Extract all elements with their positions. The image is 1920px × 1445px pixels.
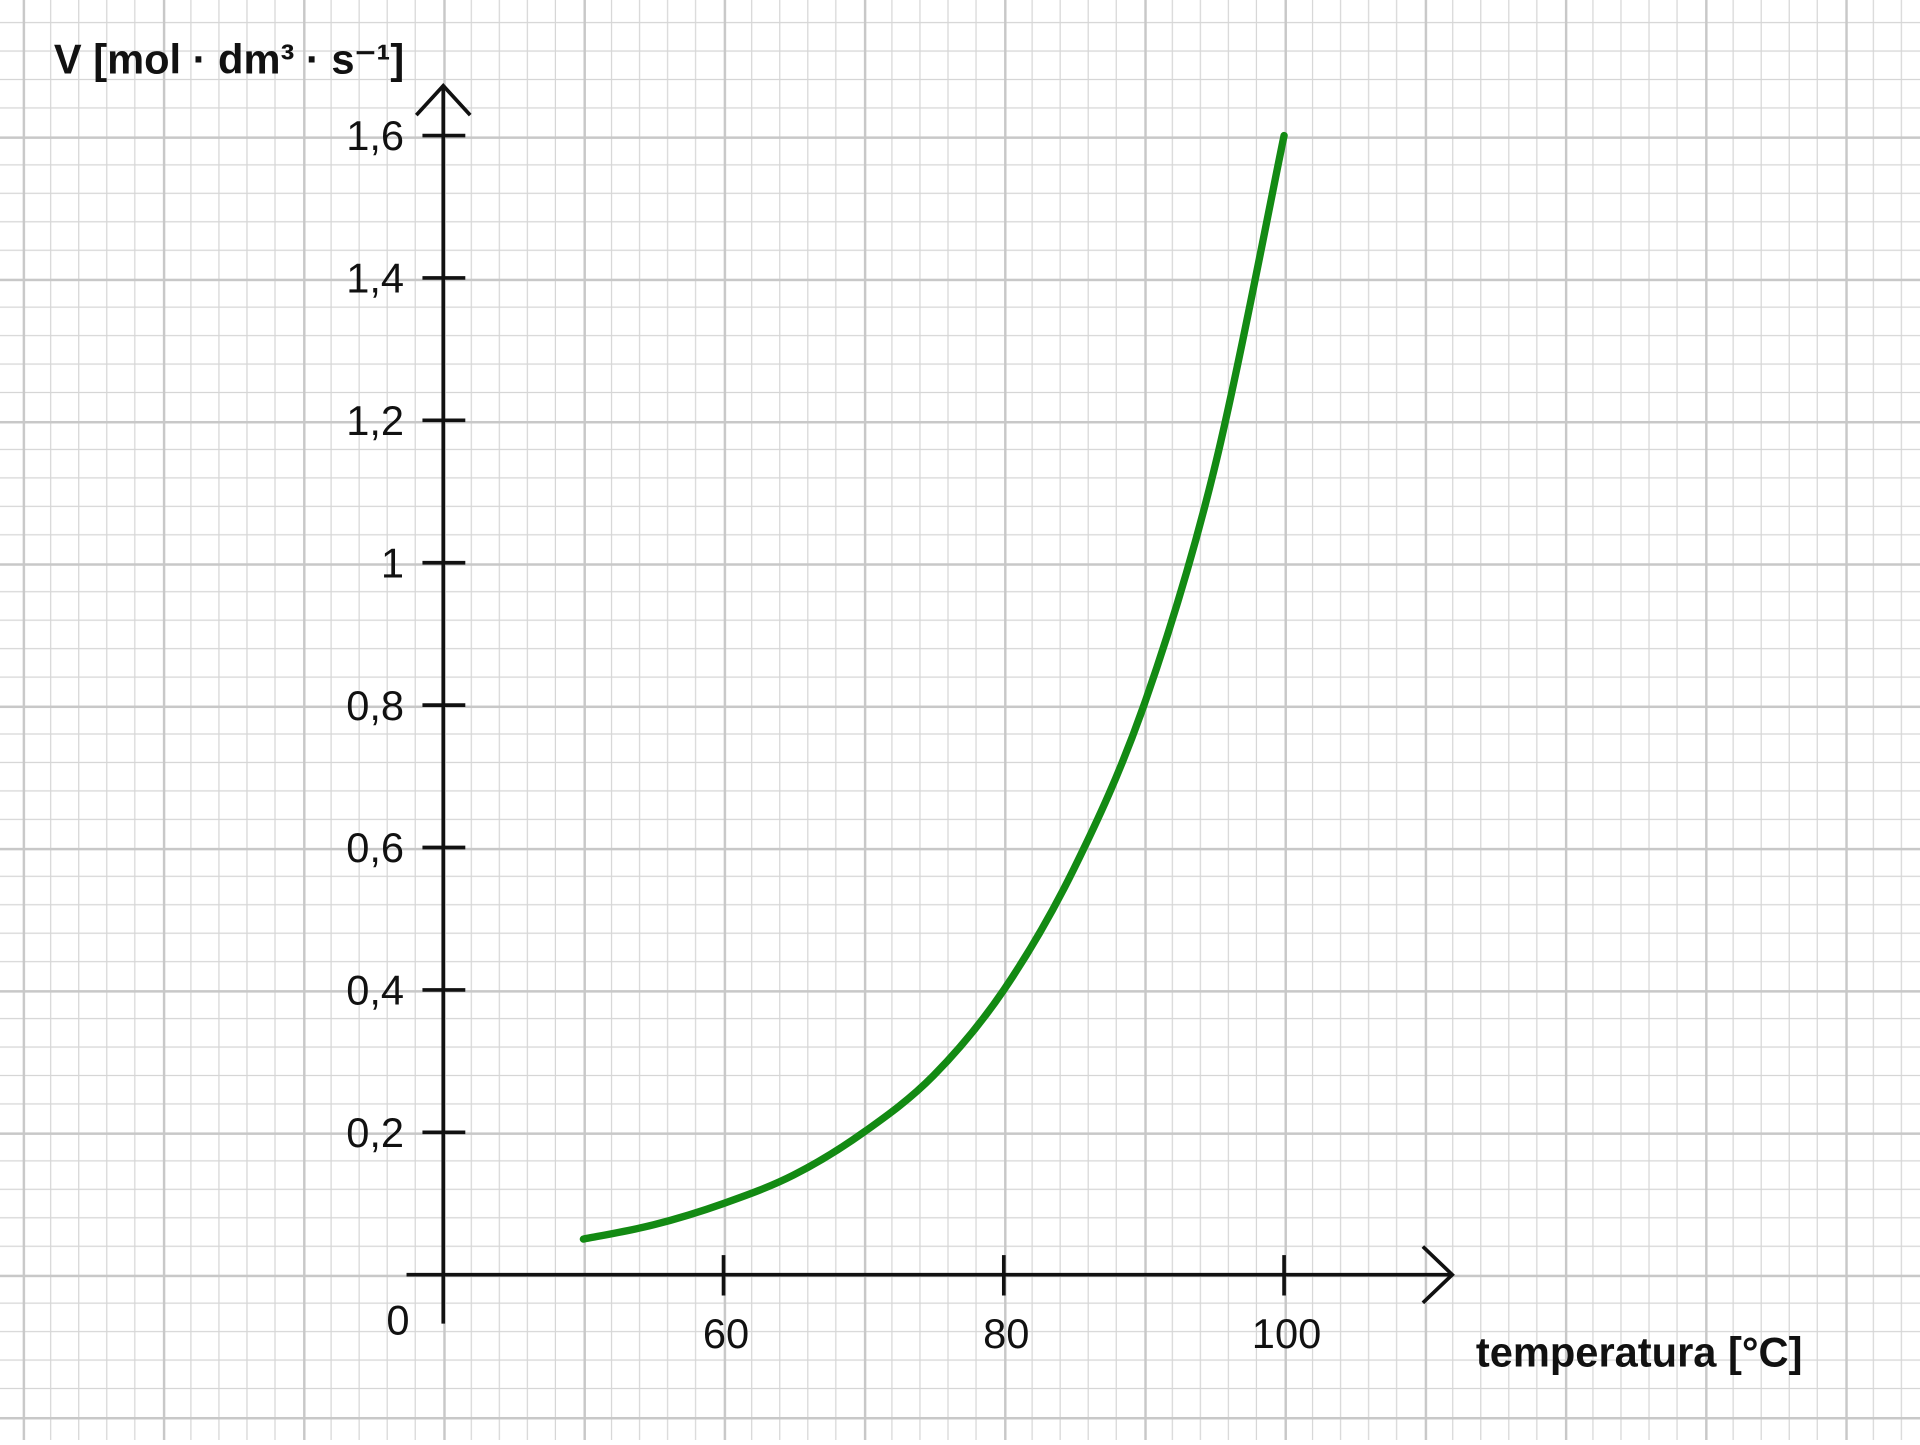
x-axis-arrow [1421,1245,1455,1305]
y-tick-label: 0,2 [346,1109,404,1156]
x-tick-label: 80 [983,1310,1029,1357]
y-axis-label: V [mol · dm³ · s⁻¹] [54,35,404,82]
data-line [579,131,1288,1243]
y-tick-label: 0,6 [346,824,404,871]
x-axis-label: temperatura [°C] [1476,1329,1803,1376]
origin-label: 0 [386,1297,409,1344]
x-tick-label: 60 [703,1310,749,1357]
y-tick-label: 1,4 [346,255,404,302]
y-tick-label: 0,8 [346,682,404,729]
x-tick-label: 100 [1252,1310,1321,1357]
y-tick-label: 1,2 [346,397,404,444]
y-tick-label: 0,4 [346,967,404,1014]
y-axis-arrow [414,82,472,117]
y-tick-label: 1,6 [346,112,404,159]
y-tick-label: 1 [381,539,404,586]
